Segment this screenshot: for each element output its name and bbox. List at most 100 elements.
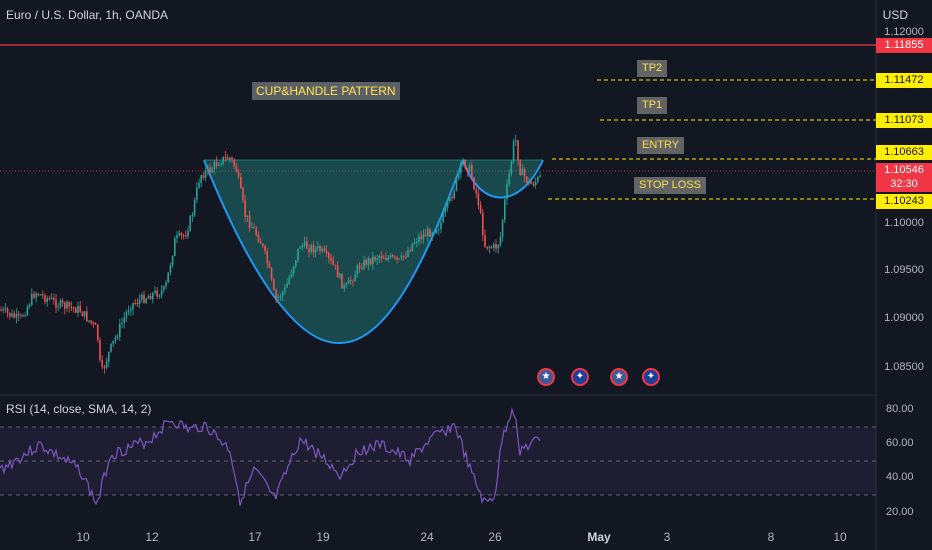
price-tick: 1.09000 bbox=[884, 312, 924, 324]
candle-body bbox=[457, 173, 460, 178]
candle-body bbox=[79, 306, 81, 312]
candle-body bbox=[61, 300, 64, 303]
candle-body bbox=[248, 215, 251, 228]
candle-body bbox=[270, 267, 273, 280]
time-tick: 10 bbox=[76, 530, 90, 544]
candle-body bbox=[497, 244, 499, 249]
candle-body bbox=[475, 189, 477, 194]
candle-body bbox=[317, 246, 319, 249]
candle-body bbox=[28, 304, 31, 307]
candle-body bbox=[453, 190, 455, 199]
candle-body bbox=[251, 227, 253, 229]
price-tick: 1.08500 bbox=[884, 361, 924, 373]
candle-body bbox=[292, 266, 295, 274]
candle-body bbox=[253, 227, 255, 229]
candle-body bbox=[482, 212, 484, 236]
candle-body bbox=[15, 313, 18, 318]
entry-label[interactable]: ENTRY bbox=[637, 137, 685, 154]
candle-body bbox=[70, 306, 73, 308]
candle-body bbox=[200, 175, 202, 183]
candle-body bbox=[59, 300, 62, 307]
candle-body bbox=[160, 290, 163, 296]
candle-body bbox=[136, 302, 139, 304]
candle-body bbox=[290, 273, 293, 278]
candle-body bbox=[6, 308, 9, 313]
candle-body bbox=[20, 315, 22, 317]
candle-body bbox=[354, 274, 356, 282]
candle-body bbox=[174, 238, 176, 257]
candle-body bbox=[387, 257, 389, 260]
rsi-title[interactable]: RSI (14, close, SMA, 14, 2) bbox=[6, 402, 152, 416]
pattern-label[interactable]: CUP&HANDLE PATTERN bbox=[252, 82, 400, 100]
candle-body bbox=[191, 215, 194, 217]
rsi-tick: 40.00 bbox=[886, 471, 914, 483]
candle-body bbox=[279, 296, 282, 298]
candle-body bbox=[202, 175, 205, 178]
candle-body bbox=[418, 236, 420, 242]
candle-body bbox=[383, 258, 385, 260]
cup-curve[interactable] bbox=[203, 159, 464, 345]
candle-body bbox=[378, 255, 381, 259]
candle-body bbox=[517, 140, 519, 161]
candle-body bbox=[237, 171, 240, 177]
candle-body bbox=[110, 343, 112, 352]
candle-body bbox=[350, 279, 352, 281]
candle-body bbox=[132, 302, 134, 310]
candle-body bbox=[224, 156, 227, 158]
candle-body bbox=[163, 286, 165, 291]
time-tick: 19 bbox=[316, 530, 330, 544]
candle-body bbox=[11, 313, 13, 317]
candle-body bbox=[193, 199, 196, 216]
tp2-label[interactable]: TP2 bbox=[637, 60, 668, 77]
candle-body bbox=[405, 256, 407, 258]
time-tick: 26 bbox=[488, 530, 502, 544]
candle-body bbox=[488, 247, 491, 249]
candle-body bbox=[26, 306, 29, 316]
handle-curve[interactable] bbox=[462, 159, 544, 199]
candle-body bbox=[262, 243, 264, 247]
candle-body bbox=[266, 251, 268, 263]
candle-body bbox=[501, 219, 504, 237]
candle-body bbox=[119, 324, 121, 337]
candle-body bbox=[310, 245, 312, 252]
candle-body bbox=[240, 176, 242, 189]
price-tick: 1.09500 bbox=[884, 264, 924, 276]
candle-body bbox=[145, 298, 147, 303]
candle-body bbox=[189, 216, 191, 231]
candle-body bbox=[273, 279, 275, 291]
candle-body bbox=[17, 313, 20, 316]
candle-body bbox=[244, 200, 246, 218]
us-flag-icon[interactable]: ★ bbox=[610, 368, 628, 386]
candle-body bbox=[301, 245, 304, 248]
candle-body bbox=[363, 259, 365, 269]
candle-body bbox=[444, 207, 447, 213]
candle-body bbox=[495, 244, 497, 249]
candle-body bbox=[339, 273, 341, 278]
candle-body bbox=[66, 301, 68, 309]
us-flag-icon[interactable]: ★ bbox=[537, 368, 555, 386]
candle-body bbox=[75, 308, 77, 313]
candle-body bbox=[222, 156, 224, 164]
tp1-label[interactable]: TP1 bbox=[637, 97, 668, 114]
candle-body bbox=[391, 255, 394, 257]
candle-body bbox=[31, 293, 33, 305]
candle-body bbox=[286, 283, 288, 288]
candle-body bbox=[343, 285, 345, 289]
candle-body bbox=[169, 265, 172, 273]
eu-flag-icon[interactable]: ✦ bbox=[642, 368, 660, 386]
stop-price-tag: 1.10243 bbox=[876, 194, 932, 209]
candle-body bbox=[308, 248, 310, 252]
eu-flag-icon[interactable]: ✦ bbox=[571, 368, 589, 386]
candle-body bbox=[508, 173, 510, 184]
candle-body bbox=[242, 188, 244, 201]
candle-body bbox=[48, 298, 51, 300]
candle-body bbox=[328, 252, 330, 259]
candle-body bbox=[196, 187, 198, 200]
candle-body bbox=[356, 265, 359, 275]
candle-body bbox=[523, 168, 526, 177]
candle-body bbox=[99, 340, 101, 360]
stop-loss-label[interactable]: STOP LOSS bbox=[634, 177, 706, 194]
chart-title[interactable]: Euro / U.S. Dollar, 1h, OANDA bbox=[6, 8, 169, 22]
candle-body bbox=[226, 157, 229, 160]
